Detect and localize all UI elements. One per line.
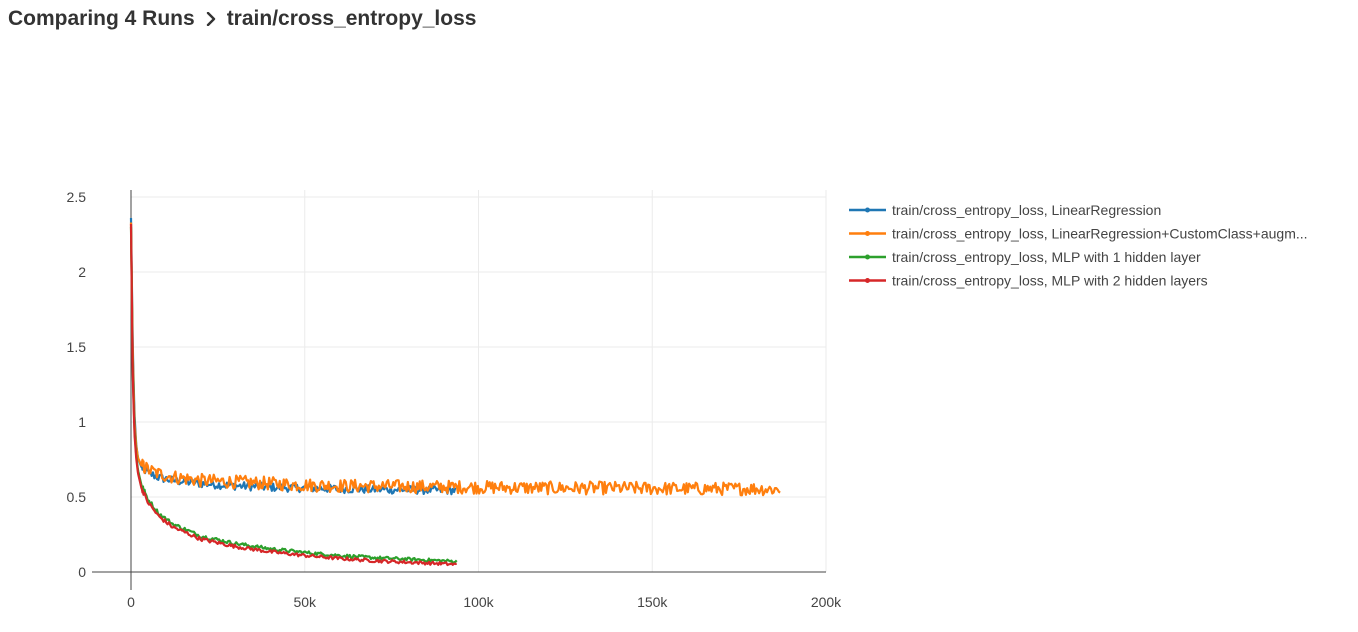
grid <box>131 190 827 572</box>
x-tick-label: 150k <box>637 594 668 610</box>
series-line[interactable] <box>129 226 458 564</box>
y-tick-label: 0 <box>78 564 86 580</box>
x-tick-label: 0 <box>127 594 135 610</box>
legend-label: train/cross_entropy_loss, LinearRegressi… <box>892 226 1308 242</box>
x-tick-label: 50k <box>293 594 317 610</box>
legend-marker <box>865 207 870 213</box>
breadcrumb-current: train/cross_entropy_loss <box>226 7 477 30</box>
y-tick-label: 1 <box>78 414 86 430</box>
y-tick-label: 2.5 <box>67 189 87 205</box>
legend[interactable]: train/cross_entropy_loss, LinearRegressi… <box>849 202 1308 289</box>
breadcrumb-parent[interactable]: Comparing 4 Runs <box>8 7 195 30</box>
axes: 0 0.5 1 1.5 2 2.5 0 50k 100k 150k 200k <box>67 189 843 610</box>
y-tick-label: 1.5 <box>67 339 87 355</box>
series-line[interactable] <box>129 223 457 567</box>
series-lines[interactable] <box>129 217 781 567</box>
x-tick-label: 100k <box>463 594 494 610</box>
legend-marker <box>865 254 870 260</box>
breadcrumb: Comparing 4 Runs train/cross_entropy_los… <box>8 6 476 32</box>
legend-label: train/cross_entropy_loss, MLP with 1 hid… <box>892 249 1201 265</box>
legend-item[interactable]: train/cross_entropy_loss, MLP with 1 hid… <box>849 249 1201 265</box>
series-line[interactable] <box>129 217 457 496</box>
legend-item[interactable]: train/cross_entropy_loss, LinearRegressi… <box>849 202 1161 218</box>
chevron-right-icon <box>205 12 217 26</box>
legend-marker <box>865 231 870 236</box>
legend-label: train/cross_entropy_loss, MLP with 2 hid… <box>892 273 1208 289</box>
x-tick-label: 200k <box>811 594 842 610</box>
y-tick-label: 0.5 <box>67 489 87 505</box>
series-line[interactable] <box>129 222 781 497</box>
legend-item[interactable]: train/cross_entropy_loss, MLP with 2 hid… <box>849 273 1208 289</box>
legend-marker <box>865 278 870 283</box>
y-tick-label: 2 <box>78 264 86 280</box>
legend-label: train/cross_entropy_loss, LinearRegressi… <box>892 202 1161 218</box>
legend-item[interactable]: train/cross_entropy_loss, LinearRegressi… <box>849 226 1308 242</box>
